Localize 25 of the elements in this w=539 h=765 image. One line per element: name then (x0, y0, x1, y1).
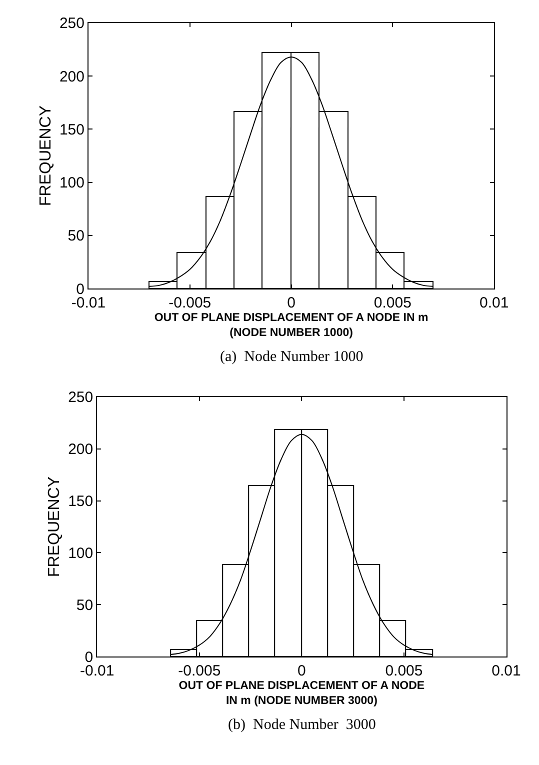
text: (b) Node Number 3000 (228, 717, 376, 733)
y-tick-label: 250 (68, 389, 94, 406)
y-tick-label: 100 (68, 544, 94, 562)
text: (a) Node Number 1000 (220, 349, 364, 365)
x-tick-label: 0.005 (385, 662, 423, 680)
y-tick-label: 250 (59, 15, 84, 32)
y-axis-title: FREQUENCY (46, 476, 63, 577)
x-axis-title: OUT OF PLANE DISPLACEMENT OF A NODE IN m (NODE NUMBER 1000) (154, 312, 428, 339)
x-tick-label: 0.005 (374, 294, 412, 312)
x-tick-label: 0.01 (479, 294, 509, 312)
x-tick-label: -0.005 (168, 294, 212, 312)
y-axis-title: FREQUENCY (37, 105, 54, 206)
x-tick-label: 0 (287, 294, 296, 312)
x-axis-title: OUT OF PLANE DISPLACEMENT OF A NODE IN m (NODE NUMBER 3000) (178, 680, 425, 708)
y-tick-label: 200 (59, 68, 84, 86)
y-tick-label: 50 (76, 596, 94, 614)
line-series (148, 56, 434, 287)
x-tick-label: -0.005 (178, 662, 221, 680)
x-tick-label: 0.01 (492, 662, 521, 680)
x-tick-label: 0 (298, 662, 306, 680)
y-tick-label: 100 (59, 174, 84, 192)
y-tick-label: 50 (68, 228, 84, 245)
y-tick-label: 150 (59, 121, 84, 138)
y-tick-label: 150 (68, 493, 94, 510)
y-tick-label: 200 (68, 441, 94, 458)
